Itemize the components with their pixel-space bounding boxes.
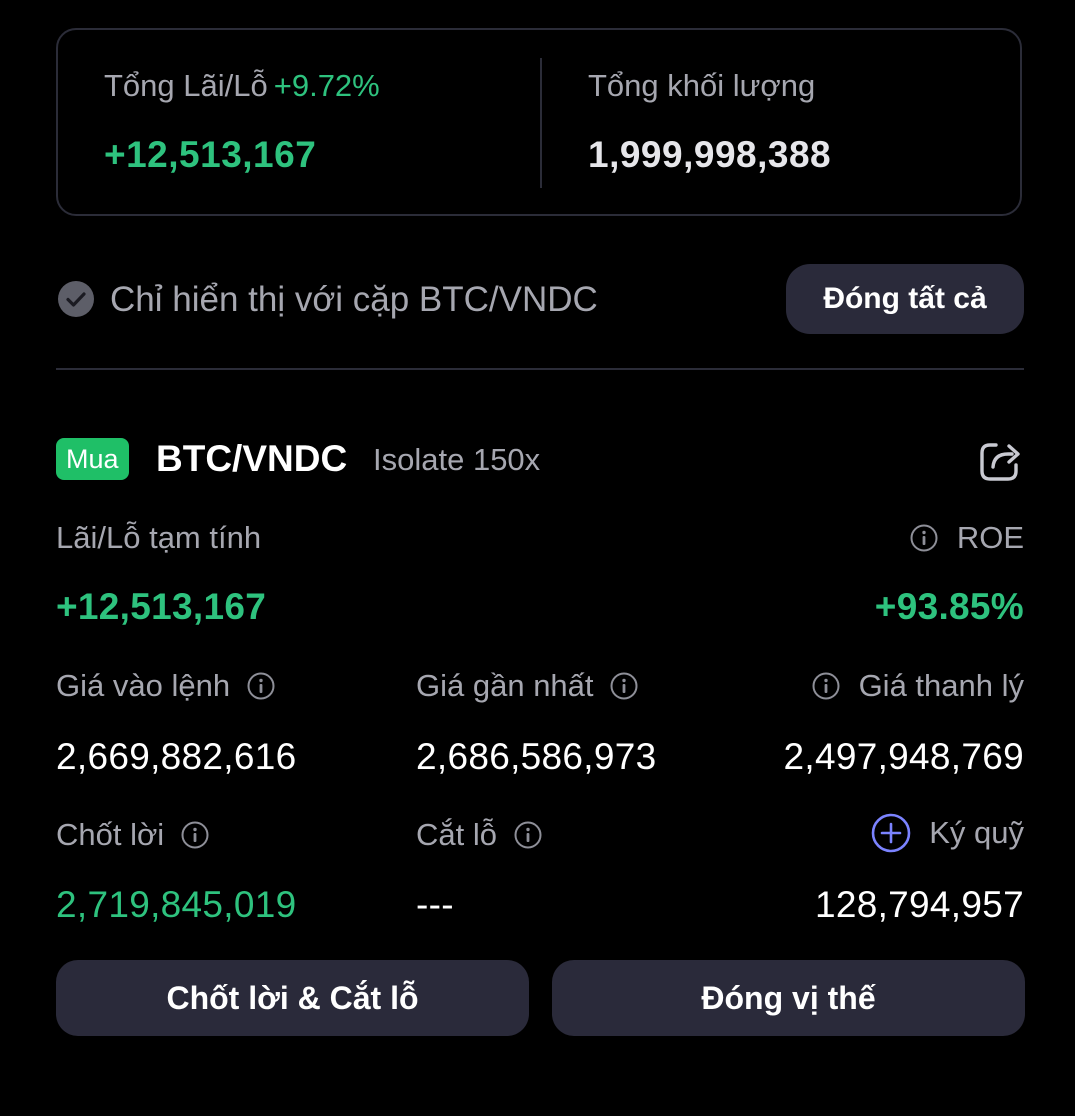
margin-label: Ký quỹ (929, 815, 1024, 850)
roe-value: +93.85% (874, 586, 1024, 627)
total-pnl-label-row: Tổng Lãi/Lỗ +9.72% (104, 68, 380, 104)
last-price-value: 2,686,586,973 (416, 736, 657, 777)
info-icon[interactable] (514, 821, 542, 849)
close-all-button[interactable]: Đóng tất cả (786, 264, 1024, 334)
entry-price-label-row: Giá vào lệnh (56, 668, 275, 704)
total-pnl-percent: +9.72% (273, 68, 380, 103)
entry-price-label: Giá vào lệnh (56, 668, 231, 703)
summary-card: Tổng Lãi/Lỗ +9.72% +12,513,167 Tổng khối … (56, 28, 1022, 216)
margin-value: 128,794,957 (814, 884, 1024, 925)
leverage-mode: Isolate 150x (373, 442, 541, 477)
section-divider (56, 368, 1024, 370)
info-icon[interactable] (181, 821, 209, 849)
total-volume-value: 1,999,998,388 (588, 134, 832, 175)
liq-price-label-row: Giá thanh lý (812, 668, 1024, 704)
info-icon[interactable] (910, 524, 938, 552)
pnl-label: Lãi/Lỗ tạm tính (56, 520, 262, 555)
info-icon[interactable] (247, 672, 275, 700)
last-price-label: Giá gần nhất (416, 668, 594, 703)
take-profit-value: 2,719,845,019 (56, 884, 297, 925)
pair-filter-label[interactable]: Chỉ hiển thị với cặp BTC/VNDC (110, 280, 598, 319)
side-badge: Mua (56, 438, 129, 480)
liq-price-label: Giá thanh lý (858, 668, 1024, 703)
liq-price-value: 2,497,948,769 (783, 736, 1024, 777)
summary-divider (540, 58, 542, 188)
check-circle-icon[interactable] (58, 281, 94, 317)
info-icon[interactable] (610, 672, 638, 700)
stop-loss-value: --- (416, 884, 454, 925)
total-volume-label: Tổng khối lượng (588, 68, 816, 103)
take-profit-label: Chốt lời (56, 817, 165, 852)
take-profit-label-row: Chốt lời (56, 817, 209, 853)
stop-loss-label-row: Cắt lỗ (416, 817, 542, 853)
last-price-label-row: Giá gần nhất (416, 668, 638, 704)
entry-price-value: 2,669,882,616 (56, 736, 297, 777)
position-header: Mua BTC/VNDC Isolate 150x (56, 437, 1024, 483)
margin-label-row: Ký quỹ (871, 813, 1024, 853)
roe-label: ROE (956, 520, 1024, 555)
total-pnl-label: Tổng Lãi/Lỗ (104, 68, 268, 103)
roe-label-row: ROE (910, 520, 1024, 556)
pair-name: BTC/VNDC (156, 438, 348, 479)
plus-circle-icon[interactable] (871, 813, 911, 853)
close-position-button[interactable]: Đóng vị thế (552, 960, 1025, 1036)
stop-loss-label: Cắt lỗ (416, 817, 497, 852)
pnl-value: +12,513,167 (56, 586, 267, 627)
tp-sl-button[interactable]: Chốt lời & Cắt lỗ (56, 960, 529, 1036)
total-pnl-value: +12,513,167 (104, 134, 317, 175)
info-icon[interactable] (812, 672, 840, 700)
share-icon[interactable] (976, 435, 1024, 483)
filter-row: Chỉ hiển thị với cặp BTC/VNDC Đóng tất c… (56, 264, 1024, 336)
